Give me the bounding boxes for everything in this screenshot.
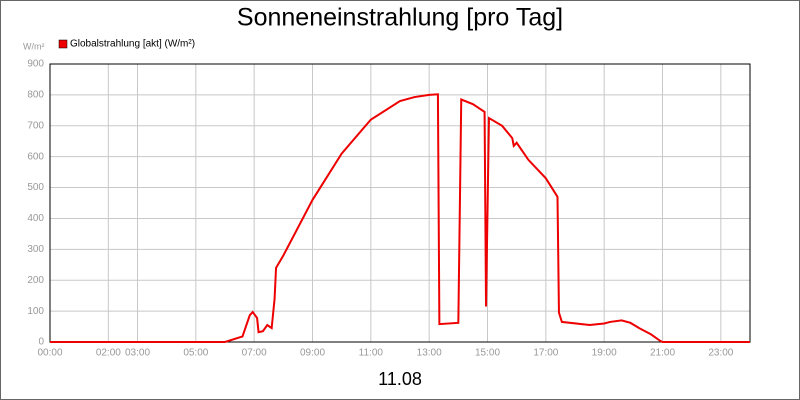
x-tick-label: 02:00 xyxy=(96,348,121,359)
x-tick-label: 21:00 xyxy=(650,348,675,359)
y-tick-label: 400 xyxy=(27,213,44,224)
legend-swatch xyxy=(58,39,68,49)
y-tick-label: 800 xyxy=(27,90,44,101)
y-tick-label: 600 xyxy=(27,151,44,162)
y-axis-label: W/m² xyxy=(23,41,45,51)
x-tick-label: 23:00 xyxy=(708,348,733,359)
x-tick-label: 19:00 xyxy=(592,348,617,359)
y-tick-label: 500 xyxy=(27,182,44,193)
x-axis-label: 11.08 xyxy=(378,369,422,389)
chart-title: Sonneneinstrahlung [pro Tag] xyxy=(237,4,563,32)
x-tick-label: 00:00 xyxy=(37,348,62,359)
x-tick-label: 11:00 xyxy=(359,348,384,359)
x-tick-label: 17:00 xyxy=(533,348,558,359)
x-tick-label: 05:00 xyxy=(183,348,208,359)
legend-label: Globalstrahlung [akt] (W/m²) xyxy=(70,39,195,50)
data-line xyxy=(50,93,750,343)
x-tick-label: 03:00 xyxy=(125,348,150,359)
y-tick-label: 100 xyxy=(27,306,44,317)
x-tick-label: 09:00 xyxy=(300,348,325,359)
x-tick-label: 07:00 xyxy=(242,348,267,359)
y-tick-label: 300 xyxy=(27,244,44,255)
y-tick-label: 700 xyxy=(27,120,44,131)
plot-frame xyxy=(49,63,751,343)
y-tick-label: 0 xyxy=(38,337,44,348)
y-tick-label: 900 xyxy=(27,59,44,70)
x-tick-label: 13:00 xyxy=(417,348,442,359)
x-tick-label: 15:00 xyxy=(475,348,500,359)
y-tick-label: 200 xyxy=(27,275,44,286)
